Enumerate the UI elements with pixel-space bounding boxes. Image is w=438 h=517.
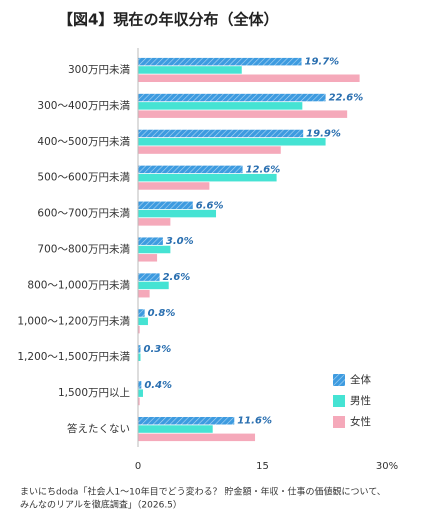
legend-label: 女性 [350, 415, 371, 428]
bar [138, 397, 140, 406]
value-label: 2.6% [163, 272, 191, 283]
bar [138, 254, 158, 262]
legend-swatch [333, 374, 345, 386]
bar [138, 201, 193, 210]
bar [138, 353, 141, 361]
value-label: 11.6% [237, 416, 272, 427]
bar [138, 146, 281, 154]
legend-swatch [333, 395, 345, 407]
bar [138, 433, 256, 442]
y-tick-label: 1,500万円以上 [58, 387, 130, 399]
value-label: 22.6% [329, 93, 364, 104]
bar [138, 209, 217, 218]
value-label: 0.8% [148, 308, 176, 319]
bar [138, 381, 142, 389]
bar [138, 345, 141, 353]
value-label: 12.6% [246, 164, 281, 175]
x-tick-label: 15 [256, 461, 269, 472]
value-label: 3.0% [166, 236, 194, 247]
bar [138, 173, 277, 182]
y-tick-label: 300万円未満 [68, 64, 131, 76]
y-tick-label: 300〜400万円未満 [37, 100, 130, 112]
bar [138, 93, 326, 102]
bar [138, 165, 243, 174]
y-tick-label: 800〜1,000万円未満 [27, 279, 130, 291]
x-tick-label: 0 [135, 461, 141, 472]
bar [138, 57, 302, 66]
legend-label: 全体 [350, 373, 371, 386]
bar [138, 74, 360, 83]
y-tick-label: 答えたくない [67, 422, 130, 435]
source-note: みんなのリアルを徹底調査」（2026.5） [20, 499, 182, 511]
legend-swatch [333, 416, 345, 428]
bar [138, 182, 210, 190]
value-label: 0.4% [144, 380, 172, 391]
bar [138, 416, 235, 425]
value-label: 19.9% [306, 128, 341, 139]
bar [138, 309, 145, 317]
value-label: 0.3% [143, 344, 171, 355]
bar [138, 129, 304, 138]
bar [138, 281, 169, 290]
bar [138, 218, 171, 226]
y-tick-label: 400〜500万円未満 [37, 136, 130, 148]
y-tick-label: 500〜600万円未満 [37, 172, 130, 184]
bar [138, 237, 163, 245]
bar [138, 425, 213, 433]
bar [138, 245, 171, 254]
value-label: 19.7% [305, 57, 340, 68]
y-tick-label: 600〜700万円未満 [37, 208, 130, 220]
bar [138, 102, 303, 110]
source-note: まいにちdoda「社会人1～10年目でどう変わる？ 貯金額・年収・仕事の価値観に… [20, 486, 386, 498]
bar [138, 389, 143, 397]
bar [138, 66, 242, 74]
y-tick-label: 1,200〜1,500万円未満 [17, 351, 130, 363]
bar [138, 317, 148, 326]
legend-label: 男性 [350, 394, 371, 407]
bar [138, 138, 326, 146]
x-tick-label: 30% [376, 461, 398, 472]
y-tick-label: 1,000〜1,200万円未満 [17, 315, 130, 327]
value-label: 6.6% [196, 200, 224, 211]
y-tick-label: 700〜800万円未満 [37, 244, 130, 256]
bar [138, 110, 348, 118]
bar [138, 273, 160, 281]
bar [138, 289, 150, 298]
bar [138, 325, 140, 334]
chart-title: 【図4】現在の年収分布（全体） [58, 11, 278, 29]
